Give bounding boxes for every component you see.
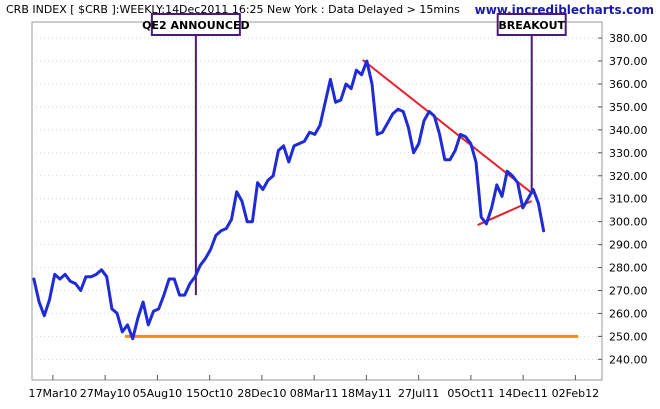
x-axis: 17Mar10 27May10 05Aug10 15Oct10 28Dec10 08Mar… bbox=[29, 375, 599, 400]
y-tick-label: 250.00 bbox=[609, 330, 648, 343]
y-tick-label: 360.00 bbox=[609, 78, 648, 91]
y-tick-label: 290.00 bbox=[609, 239, 648, 252]
y-tick-label: 260.00 bbox=[609, 307, 648, 320]
x-tick-label: 05Oct11 bbox=[447, 387, 494, 400]
y-tick-label: 270.00 bbox=[609, 285, 648, 298]
x-tick-label: 02Feb12 bbox=[552, 387, 599, 400]
annotation-box bbox=[496, 13, 567, 36]
series-layer bbox=[32, 59, 546, 341]
plot-area bbox=[31, 21, 603, 381]
x-tick-label: 27May10 bbox=[80, 387, 131, 400]
x-tick-label: 17Mar10 bbox=[29, 387, 78, 400]
y-tick-label: 330.00 bbox=[609, 147, 648, 160]
y-tick-label: 370.00 bbox=[609, 55, 648, 68]
y-axis: 240.00 250.00 260.00 270.00 280.00 290.00 300.… bbox=[598, 32, 648, 366]
price-series-line bbox=[32, 59, 546, 341]
annotation-box bbox=[150, 13, 241, 36]
chart-title: CRB INDEX [ $CRB ]:WEEKLY:14Dec2011 16:2… bbox=[6, 3, 460, 16]
x-tick-label: 15Oct10 bbox=[186, 387, 233, 400]
y-tick-label: 340.00 bbox=[609, 124, 648, 137]
x-tick-label: 28Dec10 bbox=[237, 387, 286, 400]
x-tick-label: 18May11 bbox=[341, 387, 392, 400]
annotation-label: BREAKOUT bbox=[498, 19, 565, 32]
y-tick-label: 240.00 bbox=[609, 353, 648, 366]
y-tick-label: 310.00 bbox=[609, 193, 648, 206]
annotation-label: QE2 ANNOUNCED bbox=[142, 19, 249, 32]
x-tick-label: 14Dec11 bbox=[499, 387, 548, 400]
y-tick-label: 350.00 bbox=[609, 101, 648, 114]
x-tick-label: 05Aug10 bbox=[133, 387, 182, 400]
x-tick-label: 08Mar11 bbox=[290, 387, 339, 400]
y-tick-label: 280.00 bbox=[609, 262, 648, 275]
y-tick-label: 380.00 bbox=[609, 32, 648, 45]
x-tick-label: 27Jul11 bbox=[398, 387, 439, 400]
y-tick-label: 320.00 bbox=[609, 170, 648, 183]
trend-line bbox=[361, 59, 533, 194]
annotation-layer: QE2 ANNOUNCED BREAKOUT bbox=[142, 13, 567, 296]
y-tick-label: 300.00 bbox=[609, 216, 648, 229]
